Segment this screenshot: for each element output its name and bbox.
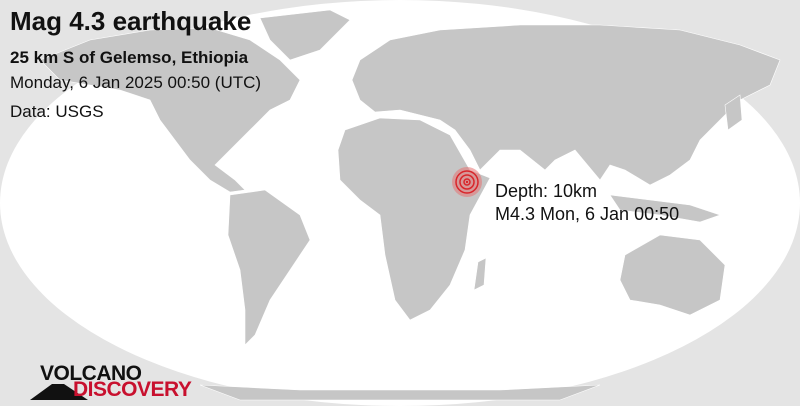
north-america xyxy=(39,27,301,193)
page-title: Mag 4.3 earthquake xyxy=(10,6,252,36)
data-source-label: Data: USGS xyxy=(10,102,104,121)
volcanodiscovery-logo[interactable]: VOLCANO DISCOVERY xyxy=(30,362,192,402)
location-label: 25 km S of Gelemso, Ethiopia xyxy=(10,48,249,67)
japan xyxy=(724,94,743,131)
antarctica xyxy=(199,384,601,401)
quake-summary-label: M4.3 Mon, 6 Jan 00:50 xyxy=(495,204,680,224)
logo-line2: DISCOVERY xyxy=(73,378,192,401)
logo-line1: VOLCANO xyxy=(40,362,142,385)
datetime-label: Monday, 6 Jan 2025 00:50 (UTC) xyxy=(10,73,262,92)
epicenter-rings-icon[interactable] xyxy=(452,167,482,197)
volcano-icon xyxy=(30,384,88,400)
indonesia xyxy=(609,194,721,223)
eurasia xyxy=(351,24,781,186)
greenland xyxy=(259,9,351,61)
africa xyxy=(337,117,491,321)
australia xyxy=(619,234,726,316)
depth-label: Depth: 10km xyxy=(495,181,598,201)
south-america xyxy=(227,189,311,346)
madagascar xyxy=(473,257,487,291)
